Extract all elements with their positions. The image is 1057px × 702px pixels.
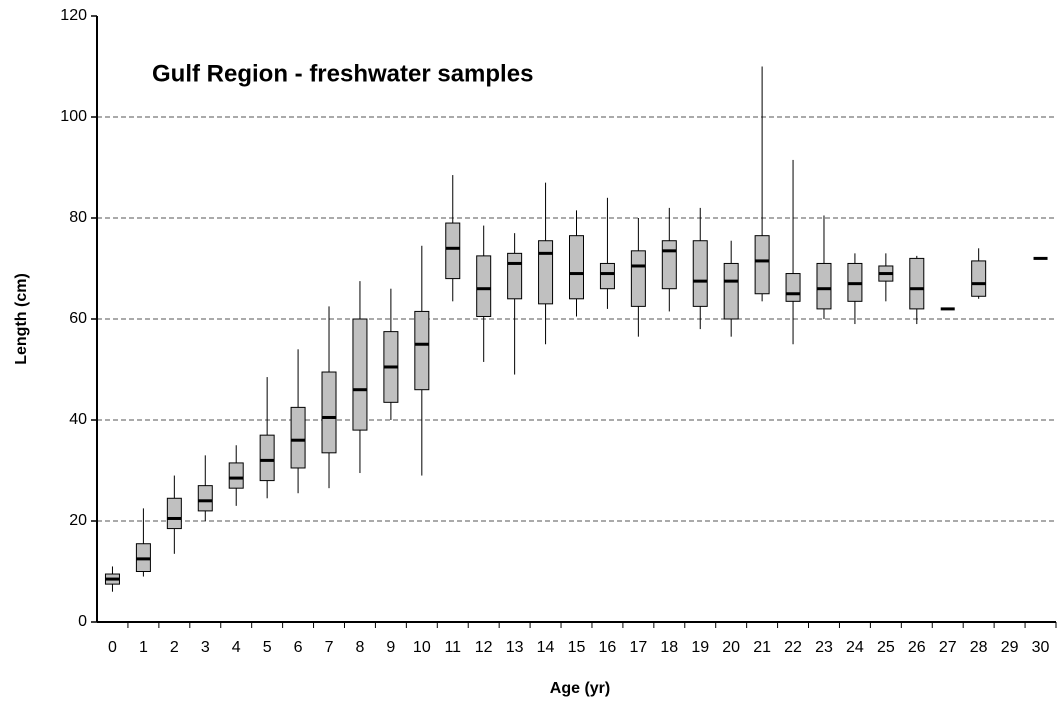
box — [569, 235, 584, 300]
x-tick-label: 13 — [506, 639, 524, 656]
x-tick-label: 15 — [568, 639, 586, 656]
y-tick-label: 80 — [69, 209, 87, 226]
box — [599, 262, 615, 290]
box — [414, 310, 430, 391]
x-tick-label: 30 — [1032, 639, 1050, 656]
x-tick-label: 26 — [908, 639, 926, 656]
x-tick-label: 6 — [294, 639, 303, 656]
box — [445, 222, 461, 280]
x-axis-label: Age (yr) — [550, 680, 610, 697]
x-tick-label: 19 — [691, 639, 709, 656]
x-tick-label: 18 — [660, 639, 678, 656]
box — [290, 406, 306, 469]
box — [816, 262, 832, 310]
box — [321, 371, 337, 454]
x-tick-label: 4 — [232, 639, 241, 656]
x-tick-label: 14 — [537, 639, 555, 656]
y-tick-label: 100 — [60, 108, 87, 125]
box — [197, 485, 213, 512]
box — [166, 497, 182, 530]
box — [538, 240, 554, 305]
x-tick-label: 16 — [599, 639, 617, 656]
x-tick-label: 9 — [386, 639, 395, 656]
x-tick-label: 22 — [784, 639, 802, 656]
x-tick-label: 12 — [475, 639, 493, 656]
x-tick-label: 5 — [263, 639, 272, 656]
box — [352, 318, 368, 431]
box — [754, 235, 770, 295]
box — [228, 462, 244, 489]
box — [507, 252, 523, 300]
x-tick-label: 3 — [201, 639, 210, 656]
box — [785, 273, 801, 302]
box — [692, 240, 708, 307]
x-tick-label: 21 — [753, 639, 771, 656]
x-tick-label: 27 — [939, 639, 957, 656]
y-tick-label: 40 — [69, 411, 87, 428]
x-tick-label: 17 — [629, 639, 647, 656]
box — [971, 260, 987, 297]
y-axis-label: Length (cm) — [13, 273, 30, 365]
y-tick-label: 20 — [69, 512, 87, 529]
box — [476, 255, 492, 317]
x-tick-label: 23 — [815, 639, 833, 656]
x-tick-label: 1 — [139, 639, 148, 656]
x-tick-label: 28 — [970, 639, 988, 656]
x-tick-label: 11 — [444, 639, 461, 656]
x-tick-label: 24 — [846, 639, 864, 656]
x-tick-label: 10 — [413, 639, 431, 656]
chart-title: Gulf Region - freshwater samples — [152, 60, 533, 87]
y-tick-label: 0 — [78, 613, 87, 630]
y-tick-label: 60 — [69, 310, 87, 327]
x-tick-label: 8 — [355, 639, 364, 656]
box — [630, 250, 646, 307]
y-tick-label: 120 — [60, 7, 87, 24]
box — [259, 434, 275, 482]
box — [909, 257, 925, 310]
x-tick-label: 2 — [170, 639, 179, 656]
x-tick-label: 0 — [108, 639, 117, 656]
x-tick-label: 7 — [325, 639, 334, 656]
x-tick-label: 29 — [1001, 639, 1019, 656]
x-tick-label: 25 — [877, 639, 895, 656]
box — [661, 240, 677, 290]
box — [723, 262, 739, 320]
x-tick-label: 20 — [722, 639, 740, 656]
